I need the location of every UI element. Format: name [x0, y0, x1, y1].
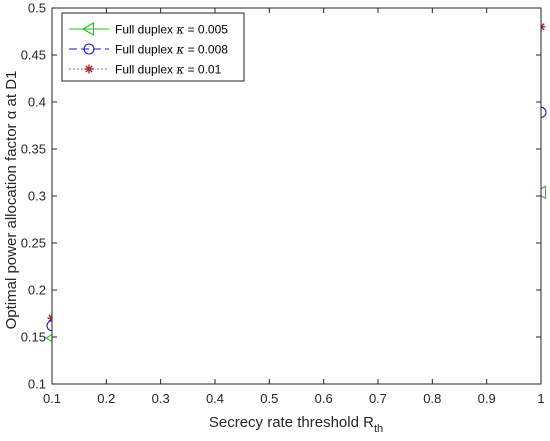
x-tick-label: 0.2 [97, 391, 115, 406]
y-tick-label: 0.3 [28, 189, 46, 204]
legend-label: Full duplex κ = 0.01 [115, 63, 222, 77]
x-tick-label: 0.8 [423, 391, 441, 406]
y-tick-label: 0.5 [28, 1, 46, 16]
y-tick-label: 0.15 [21, 330, 46, 345]
x-tick-label: 0.3 [152, 391, 170, 406]
legend-entry: Full duplex κ = 0.008 [69, 43, 228, 57]
legend-label-suffix: = 0.008 [184, 43, 228, 57]
y-tick-label: 0.2 [28, 283, 46, 298]
legend-label-symbol: κ [175, 43, 184, 57]
x-tick-label: 0.7 [369, 391, 387, 406]
legend-marker [83, 43, 95, 55]
x-tick-label: 0.6 [315, 391, 333, 406]
y-tick-label: 0.35 [21, 142, 46, 157]
legend-label-prefix: Full duplex [115, 63, 176, 77]
x-tick-label: 0.5 [260, 391, 278, 406]
legend-label-prefix: Full duplex [115, 23, 176, 37]
legend-label-symbol: κ [175, 23, 184, 37]
y-tick-label: 0.1 [28, 377, 46, 392]
y-tick-label: 0.25 [21, 236, 46, 251]
x-tick-label: 0.4 [206, 391, 224, 406]
legend-marker [81, 22, 95, 36]
legend-label: Full duplex κ = 0.005 [115, 23, 228, 37]
y-tick-label: 0.4 [28, 95, 46, 110]
legend-label-symbol: κ [175, 63, 184, 77]
legend-label-suffix: = 0.01 [184, 63, 221, 77]
legend-entry: Full duplex κ = 0.01 [69, 63, 222, 77]
legend-label-suffix: = 0.005 [184, 23, 228, 37]
x-tick-label: 0.1 [43, 391, 61, 406]
legend-label-prefix: Full duplex [115, 43, 176, 57]
legend-label: Full duplex κ = 0.008 [115, 43, 228, 57]
y-axis-label: Optimal power allocation factor α at D1 [3, 71, 20, 330]
legend-entry: Full duplex κ = 0.005 [69, 22, 228, 37]
x-tick-label: 0.9 [478, 391, 496, 406]
y-tick-label: 0.45 [21, 48, 46, 63]
x-axis-label-text: Secrecy rate threshold R [209, 414, 374, 431]
x-axis-label: Secrecy rate threshold Rth [209, 414, 383, 435]
x-tick-label: 1 [537, 391, 544, 406]
legend-marker [84, 64, 94, 74]
x-axis-label-subscript: th [374, 423, 383, 435]
